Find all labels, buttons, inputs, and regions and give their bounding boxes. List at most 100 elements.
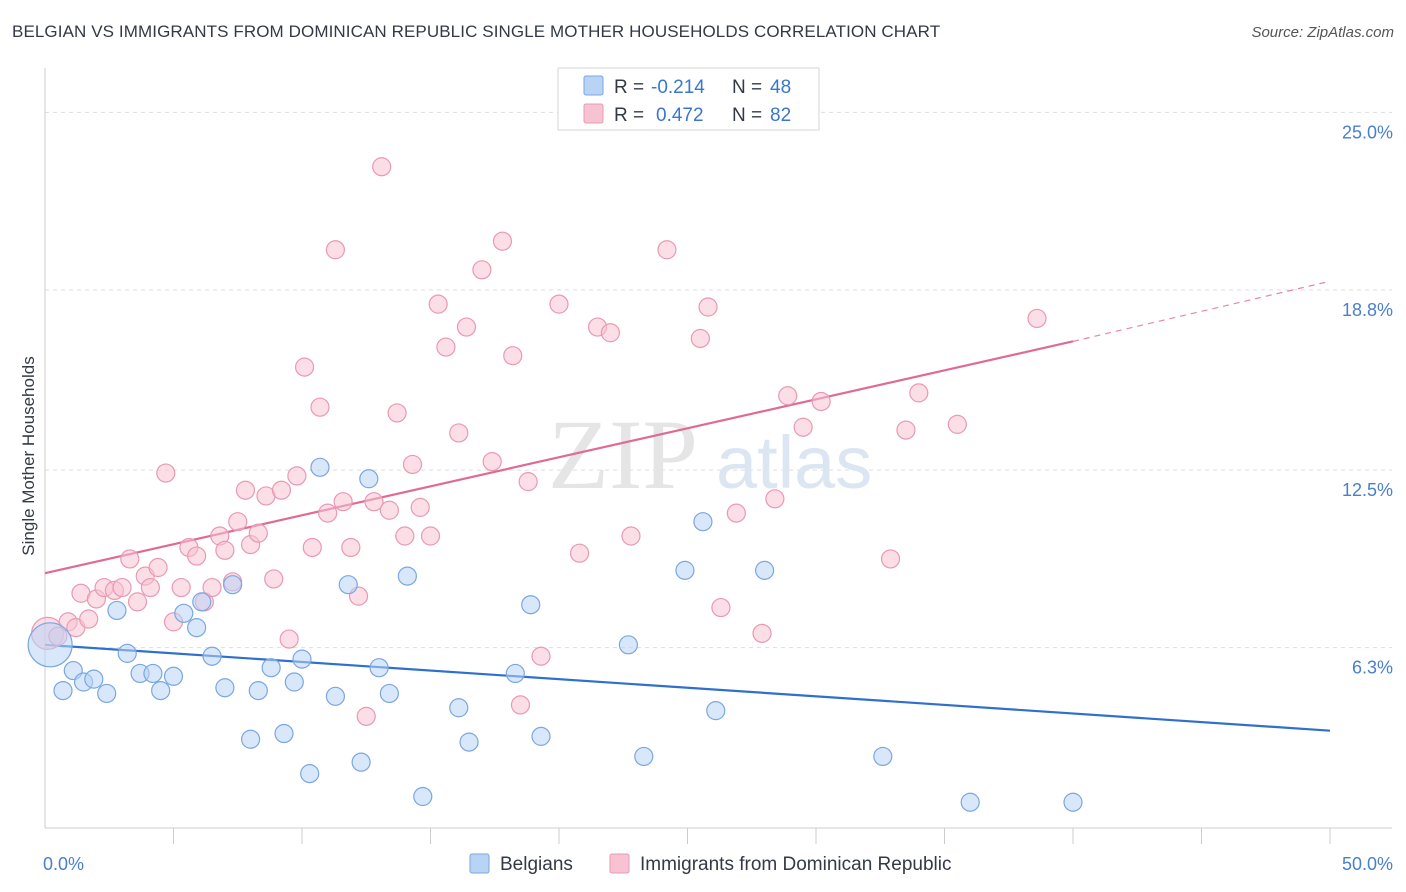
point-belgians-36 bbox=[505, 663, 525, 684]
point-dominican-67 bbox=[657, 240, 677, 260]
point-belgians-11 bbox=[163, 666, 184, 686]
point-dominican-65 bbox=[600, 323, 621, 343]
legend-swatch-dominican bbox=[609, 853, 630, 874]
point-belgians-23 bbox=[292, 649, 312, 669]
legend-swatch-belgians bbox=[469, 853, 490, 874]
tick-labels: 6.3% 12.5% 18.8% 25.0% 0.0% 50.0% bbox=[43, 122, 1393, 874]
point-dominican-60 bbox=[518, 472, 538, 492]
point-belgians-35 bbox=[459, 732, 479, 752]
point-dominican-19 bbox=[187, 546, 207, 566]
point-belgians-25 bbox=[310, 457, 330, 477]
point-dominican-28 bbox=[248, 523, 268, 543]
stats-n-value-belgians: 48 bbox=[770, 77, 791, 98]
point-dominican-55 bbox=[472, 260, 492, 280]
point-belgians-28 bbox=[351, 752, 371, 772]
point-dominican-9 bbox=[112, 577, 132, 598]
point-belgians-18 bbox=[241, 729, 261, 749]
point-dominican-30 bbox=[264, 569, 284, 589]
point-belgians-22 bbox=[284, 672, 304, 692]
trend-line-belgians bbox=[44, 643, 1331, 732]
point-belgians-4 bbox=[84, 669, 104, 689]
point-dominican-47 bbox=[395, 526, 415, 546]
grid-lines bbox=[45, 111, 1392, 649]
y-tick-label-1: 12.5% bbox=[1342, 480, 1393, 500]
point-belgians-44 bbox=[754, 560, 775, 580]
point-dominican-37 bbox=[318, 503, 338, 523]
y-axis-label: Single Mother Households bbox=[19, 356, 38, 555]
point-belgians-38 bbox=[531, 726, 551, 746]
y-tick-label-2: 18.8% bbox=[1342, 300, 1393, 320]
point-dominican-40 bbox=[341, 537, 361, 558]
point-dominican-32 bbox=[279, 629, 299, 649]
point-dominican-33 bbox=[287, 466, 307, 486]
point-dominican-49 bbox=[410, 497, 430, 517]
y-tick-label-3: 25.0% bbox=[1342, 122, 1393, 142]
x-tick-label-0: 0.0% bbox=[43, 854, 84, 874]
point-belgians-27 bbox=[338, 575, 358, 595]
point-belgians-43 bbox=[706, 701, 726, 721]
point-dominican-57 bbox=[492, 231, 513, 251]
point-belgians-46 bbox=[960, 792, 980, 812]
point-dominican-13 bbox=[140, 577, 160, 598]
point-dominican-31 bbox=[271, 480, 292, 500]
point-dominican-46 bbox=[387, 403, 407, 423]
series-legend: Belgians Immigrants from Dominican Repub… bbox=[469, 853, 952, 875]
point-belgians-6 bbox=[107, 600, 127, 621]
stats-legend: R = -0.214 N = 48 R = 0.472 N = 82 bbox=[557, 67, 820, 131]
chart-title: BELGIAN VS IMMIGRANTS FROM DOMINICAN REP… bbox=[12, 22, 941, 41]
point-dominican-77 bbox=[880, 549, 901, 569]
point-dominican-62 bbox=[549, 294, 569, 314]
point-dominican-81 bbox=[1027, 308, 1047, 329]
stats-swatch-belgians bbox=[583, 75, 604, 96]
stats-n-value-dominican: 82 bbox=[770, 105, 791, 126]
point-belgians-31 bbox=[379, 683, 399, 704]
y-tick-label-0: 6.3% bbox=[1352, 658, 1393, 678]
point-dominican-25 bbox=[228, 512, 248, 532]
point-dominican-73 bbox=[765, 489, 785, 509]
point-belgians-45 bbox=[873, 746, 893, 767]
point-dominican-79 bbox=[909, 383, 929, 403]
watermark-atlas: atlas bbox=[716, 421, 872, 504]
point-dominican-15 bbox=[156, 463, 176, 483]
point-dominican-74 bbox=[778, 386, 798, 406]
point-dominican-10 bbox=[120, 549, 140, 569]
point-dominican-11 bbox=[127, 592, 148, 612]
point-belgians-13 bbox=[187, 618, 207, 638]
point-dominican-42 bbox=[356, 706, 376, 726]
point-dominican-38 bbox=[325, 240, 346, 260]
stats-r-value-dominican: 0.472 bbox=[656, 105, 704, 126]
point-dominican-39 bbox=[333, 492, 353, 512]
stats-r-label-belgians: R = bbox=[614, 77, 644, 98]
point-belgians-40 bbox=[634, 746, 654, 767]
point-belgians-42 bbox=[693, 512, 713, 532]
point-dominican-26 bbox=[235, 480, 256, 500]
point-belgians-16 bbox=[215, 678, 235, 698]
point-dominican-68 bbox=[690, 328, 710, 349]
point-belgians-5 bbox=[97, 683, 117, 704]
point-dominican-51 bbox=[428, 294, 448, 314]
point-dominican-35 bbox=[302, 537, 322, 558]
point-belgians-24 bbox=[300, 764, 320, 784]
stats-r-value-belgians: -0.214 bbox=[651, 77, 705, 98]
point-dominican-61 bbox=[531, 646, 551, 666]
point-dominican-78 bbox=[896, 420, 916, 440]
point-dominican-45 bbox=[379, 500, 399, 520]
point-dominican-36 bbox=[310, 397, 330, 417]
point-dominican-17 bbox=[171, 577, 191, 598]
point-belgians-47 bbox=[1063, 792, 1083, 812]
point-belgians-30 bbox=[369, 658, 389, 678]
point-dominican-72 bbox=[752, 623, 772, 643]
stats-row-belgians: R = -0.214 N = 48 bbox=[583, 75, 791, 98]
stats-r-label-dominican: R = bbox=[614, 105, 644, 126]
point-dominican-69 bbox=[698, 297, 718, 317]
point-dominican-34 bbox=[294, 357, 315, 377]
point-belgians-21 bbox=[274, 723, 294, 744]
point-belgians-37 bbox=[521, 595, 541, 615]
stats-row-dominican: R = 0.472 N = 82 bbox=[583, 103, 791, 126]
point-belgians-19 bbox=[248, 680, 268, 701]
axes bbox=[44, 68, 1392, 844]
point-dominican-53 bbox=[449, 423, 469, 443]
point-belgians-41 bbox=[675, 560, 695, 580]
point-dominican-50 bbox=[420, 526, 441, 546]
